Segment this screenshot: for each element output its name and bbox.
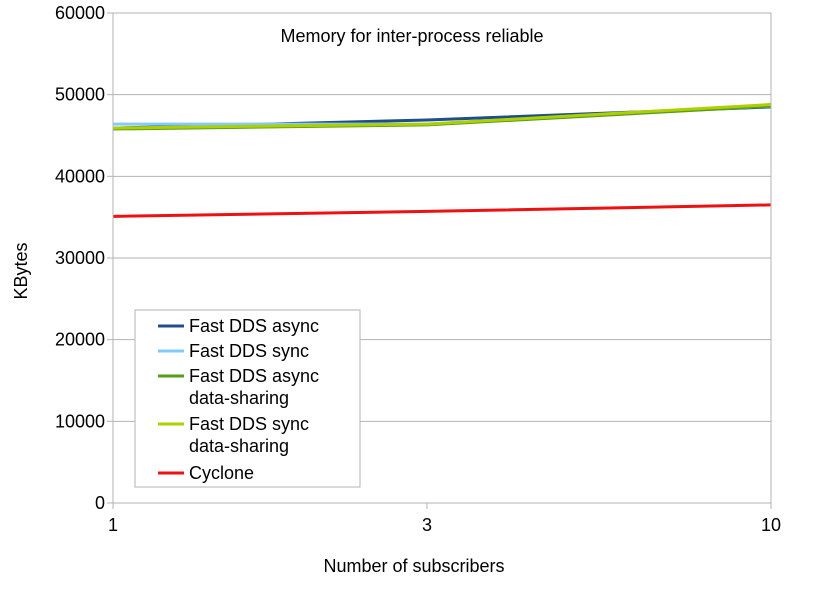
legend-label: Fast DDS async data-sharing (189, 366, 319, 408)
y-tick-label: 30000 (55, 248, 105, 268)
y-tick-label: 60000 (55, 3, 105, 23)
x-tick-label: 1 (108, 515, 118, 535)
series-line-cyclone (112, 203, 772, 218)
x-axis-label: Number of subscribers (323, 556, 504, 576)
y-tick-label: 0 (95, 493, 105, 513)
y-tick-label: 40000 (55, 166, 105, 186)
x-axis-ticks: 1 3 10 (108, 503, 781, 535)
series-lines (112, 103, 772, 218)
series-line-fast-dds-sync-data-sharing (112, 103, 772, 130)
y-axis-ticks: 0 10000 20000 30000 40000 50000 60000 (55, 3, 113, 513)
x-tick-label: 3 (422, 515, 432, 535)
legend-item-fast-dds-sync: Fast DDS sync (158, 341, 309, 361)
legend-item-fast-dds-async-data-sharing: Fast DDS async data-sharing (158, 366, 319, 408)
legend-item-fast-dds-async: Fast DDS async (158, 316, 319, 336)
y-tick-label: 20000 (55, 330, 105, 350)
y-tick-label: 10000 (55, 411, 105, 431)
legend-label: Fast DDS async (189, 316, 319, 336)
x-tick-label: 10 (761, 515, 781, 535)
y-tick-label: 50000 (55, 85, 105, 105)
y-axis-label: KBytes (11, 242, 31, 299)
legend: Fast DDS async Fast DDS sync Fast DDS asyn… (134, 309, 361, 488)
legend-label: Cyclone (189, 463, 254, 483)
legend-item-cyclone: Cyclone (158, 463, 254, 483)
legend-label: Fast DDS sync data-sharing (189, 414, 309, 456)
legend-box (134, 309, 361, 488)
legend-label: Fast DDS sync (189, 341, 309, 361)
chart-title: Memory for inter-process reliable (280, 26, 543, 46)
legend-item-fast-dds-sync-data-sharing: Fast DDS sync data-sharing (158, 414, 309, 456)
